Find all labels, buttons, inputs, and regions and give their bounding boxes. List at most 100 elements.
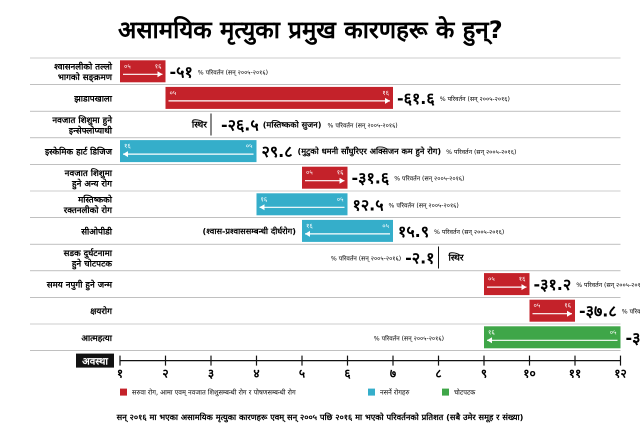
legend-label: नसर्ने रोगहरु	[380, 389, 410, 397]
cause-label: इन्सेफ्लोप्याथी	[68, 125, 113, 136]
end-year-tag: १६	[261, 195, 268, 203]
cause-note: (मुटुको धमनी साँघुरिएर अक्सिजन कम हुने र…	[298, 146, 442, 157]
axis-label: अवस्था	[82, 357, 108, 368]
cause-label: समय नपुगी हुने जन्म	[46, 280, 113, 291]
rank-arrow-head	[157, 71, 163, 78]
axis-tick-label: ११	[569, 367, 581, 381]
rank-bar	[484, 273, 530, 296]
rank-arrow-head	[385, 97, 390, 104]
legend-label: सरुवा रोग, आमा एवम् नवजात शिशुसम्बन्धी र…	[132, 389, 296, 397]
legend-swatch	[368, 388, 375, 396]
axis-tick-label: २	[162, 367, 168, 381]
stable-status: स्थिर	[191, 119, 207, 131]
rank-arrow-head	[305, 230, 310, 237]
change-label: % परिवर्तन (सन् २००५-२०१६)	[327, 122, 397, 130]
end-year-tag: १६	[337, 169, 344, 177]
change-label: % परिवर्तन (सन् २००५-२०१६)	[389, 201, 459, 209]
end-year-tag: १६	[488, 328, 495, 336]
start-year-tag: ०५	[306, 169, 313, 177]
rank-arrow-head	[487, 337, 492, 344]
cause-label: मस्तिष्कको	[77, 195, 113, 206]
axis-tick-label: ९	[481, 367, 487, 381]
change-value: २९.८	[262, 142, 293, 161]
cause-label: झाडापखाला	[73, 94, 113, 104]
legend-swatch	[120, 388, 127, 396]
start-year-tag: ०५	[124, 62, 131, 70]
cause-label: क्षयरोग	[90, 306, 113, 317]
change-label: % परिवर्तन (सन् २००५-२०१६)	[434, 228, 504, 236]
change-label: % परिवर्तन (सन् २००५-२०१६)	[622, 308, 640, 316]
cause-label: इस्केमिक हार्ट डिजिज	[44, 147, 113, 158]
change-value: -५१	[170, 62, 193, 81]
axis-tick-label: ५	[299, 367, 305, 381]
start-year-tag: ०५	[246, 142, 253, 150]
change-value: -२६.५	[221, 116, 259, 135]
cause-label: नवजात शिशुमा	[64, 168, 113, 179]
end-year-tag: १६	[306, 222, 313, 230]
axis-tick-label: ८	[435, 367, 441, 381]
axis-label-box	[76, 353, 114, 368]
rank-arrow-head	[521, 284, 527, 291]
cause-note: (श्वास-प्रश्वाससम्बन्धी दीर्घरोग)	[203, 226, 297, 236]
stable-status: स्थिर	[448, 252, 464, 264]
change-value: -३१.२	[534, 275, 572, 294]
cause-label: सडक दुर्घटनामा	[63, 248, 113, 259]
start-year-tag: ०५	[610, 328, 617, 336]
start-year-tag: ०५	[382, 222, 389, 230]
change-value: -२.१	[405, 249, 434, 268]
start-year-tag: ०५	[534, 302, 541, 310]
axis-tick-label: १	[117, 367, 123, 381]
rank-bar	[256, 193, 348, 216]
rank-bar	[302, 219, 393, 242]
end-year-tag: १६	[124, 142, 131, 150]
rank-arrow-head	[259, 204, 265, 211]
cause-label: भागको सङ्क्रमण	[58, 72, 113, 83]
change-label: % परिवर्तन (सन् २००५-२०१६)	[446, 148, 516, 156]
change-label: % परिवर्तन (सन् २००५-२०१६)	[198, 68, 268, 76]
axis-tick-label: १०	[523, 367, 535, 381]
change-value: -३१.६	[352, 169, 390, 188]
cause-label: रक्तनलीको रोग	[63, 205, 113, 216]
cause-label: नवजात शिशुमा हुने	[51, 115, 113, 126]
start-year-tag: ०५	[170, 89, 177, 97]
axis-tick-label: ३	[208, 367, 214, 381]
change-label: % परिवर्तन (सन् २००५-२०१६)	[374, 334, 444, 342]
legend-swatch	[442, 388, 449, 396]
change-label: % परिवर्तन (सन् २००५-२०१६)	[331, 255, 401, 263]
rank-bar	[302, 166, 348, 189]
rank-arrow-head	[339, 177, 345, 184]
cause-label: आत्महत्या	[81, 334, 112, 344]
change-value: -६१.६	[397, 89, 435, 108]
change-label: % परिवर्तन (सन् २००५-२०१६)	[394, 175, 464, 183]
chart-title: असामयिक मृत्युका प्रमुख कारणहरू के हुन्?	[118, 16, 503, 47]
rank-arrow-head	[123, 151, 128, 158]
axis-tick-label: ६	[344, 367, 351, 381]
rank-bar	[529, 299, 575, 322]
end-year-tag: १६	[155, 62, 162, 70]
cause-note: (मस्तिष्कको सुजन)	[263, 120, 322, 131]
cause-label: हुने अन्य रोग	[71, 178, 113, 189]
legend-label: चोटपटक	[454, 389, 476, 397]
end-year-tag: १६	[564, 302, 571, 310]
chart-footnote: सन् २०१६ मा भएका असामयिक मृत्युका कारणहर…	[116, 412, 524, 423]
rank-bar	[120, 140, 257, 163]
end-year-tag: १६	[519, 275, 526, 283]
axis-tick-label: ७	[390, 367, 397, 381]
rank-bar	[120, 60, 166, 83]
axis-tick-label: ४	[253, 367, 259, 381]
change-label: % परिवर्तन (सन् २००५-२०१६)	[576, 281, 640, 289]
start-year-tag: ०५	[488, 275, 495, 283]
change-value: १२.५	[353, 195, 384, 214]
start-year-tag: ०५	[337, 195, 344, 203]
change-value: १५.९	[398, 222, 429, 241]
rank-bar	[165, 86, 393, 109]
change-label: % परिवर्तन (सन् २००५-२०१६)	[440, 95, 510, 103]
end-year-tag: १६	[382, 89, 389, 97]
cause-label: श्वासनलीको तल्लो	[54, 62, 113, 73]
rank-arrow-head	[567, 310, 572, 317]
change-value: -३	[626, 328, 640, 347]
axis-tick-label: १२	[614, 367, 626, 381]
change-value: -३७.८	[579, 302, 617, 321]
